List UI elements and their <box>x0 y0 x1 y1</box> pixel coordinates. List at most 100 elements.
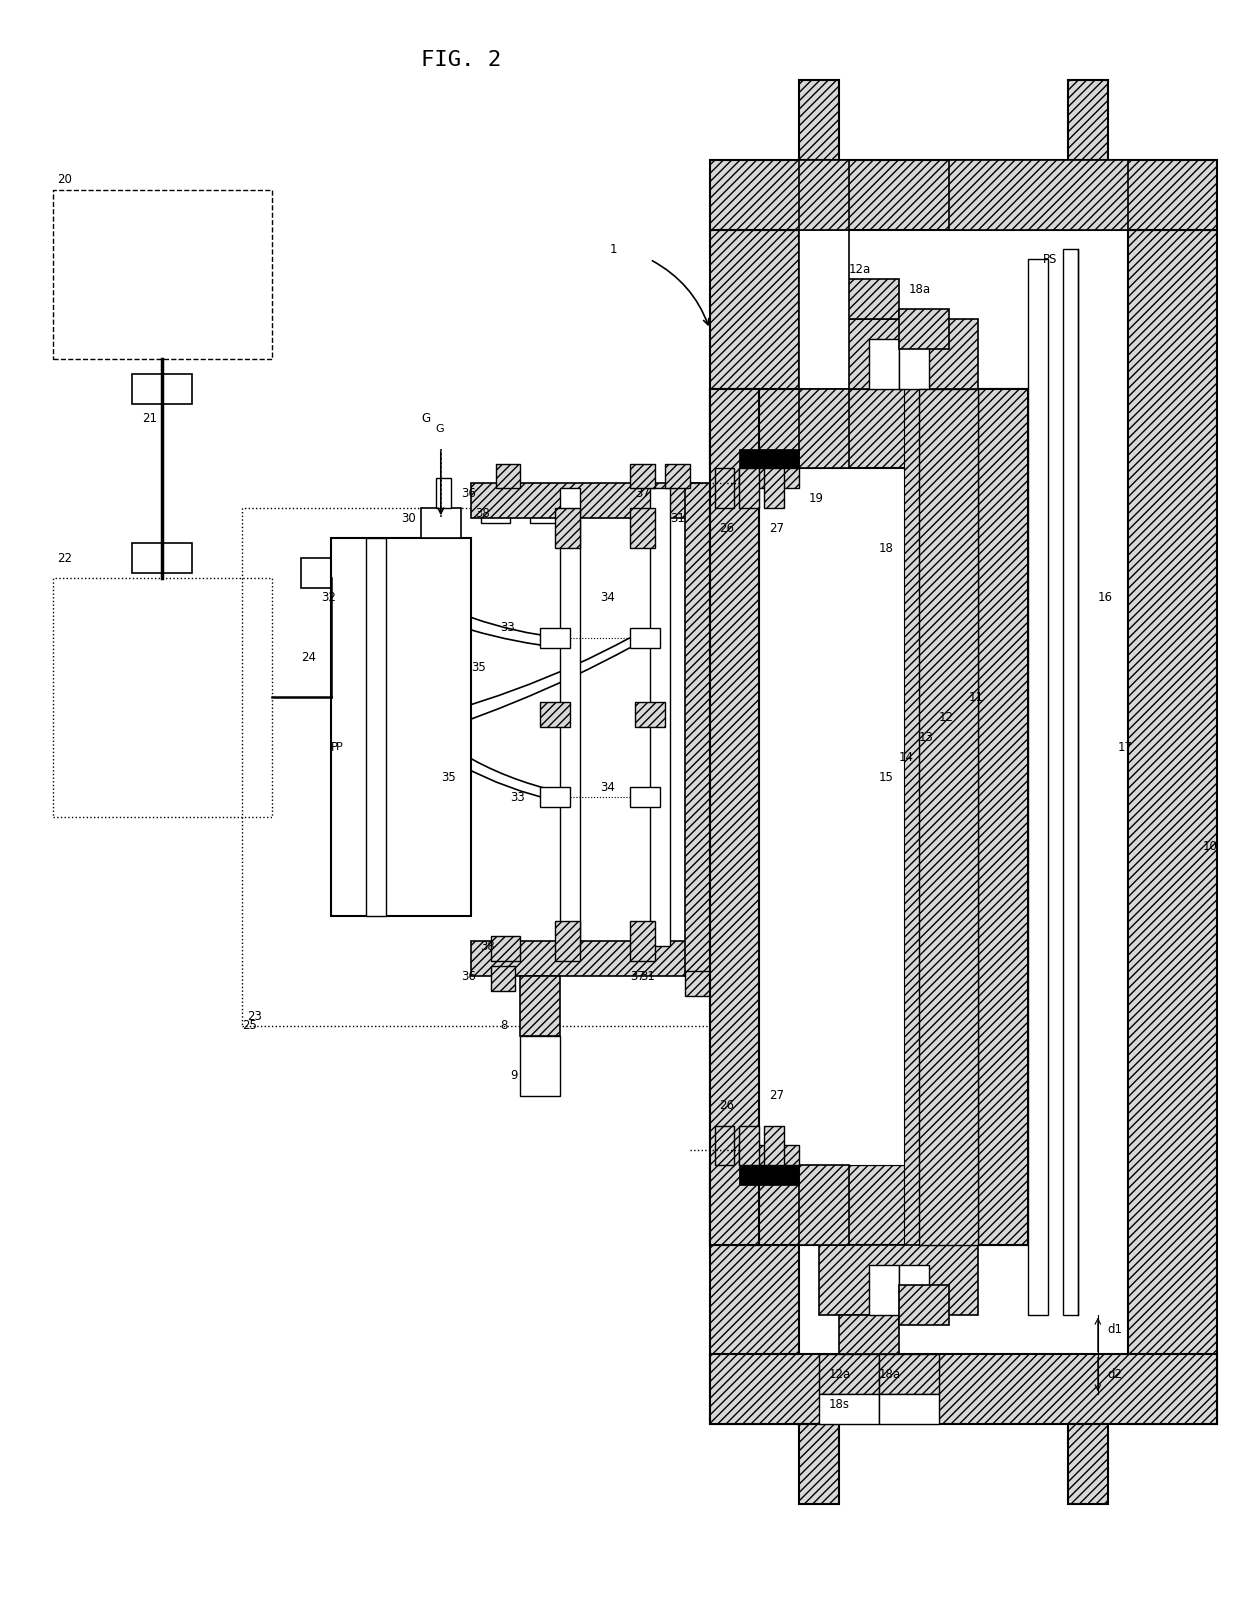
Text: 10: 10 <box>1203 840 1218 853</box>
Text: 15: 15 <box>879 771 894 784</box>
Bar <box>839 1314 899 1354</box>
Text: 20: 20 <box>57 174 72 187</box>
Text: d1: d1 <box>1107 1322 1122 1337</box>
Text: 16: 16 <box>1097 591 1112 604</box>
Bar <box>879 1354 939 1394</box>
Text: 19: 19 <box>810 492 825 505</box>
Text: 14: 14 <box>899 751 914 763</box>
Bar <box>963 388 978 1246</box>
Text: 8: 8 <box>501 1019 508 1033</box>
Bar <box>879 1394 939 1425</box>
Bar <box>739 1126 759 1166</box>
Bar <box>541 703 570 727</box>
Bar <box>709 1166 1028 1246</box>
Bar <box>481 498 511 524</box>
Bar <box>635 703 665 727</box>
Bar <box>800 80 839 160</box>
Bar <box>739 1145 769 1166</box>
Bar <box>471 941 699 976</box>
Text: 35: 35 <box>440 771 455 784</box>
Bar <box>301 557 361 588</box>
Bar <box>869 339 899 388</box>
Text: 36: 36 <box>461 487 476 500</box>
Bar <box>978 388 1028 1246</box>
Bar <box>820 1246 978 1314</box>
Text: 13: 13 <box>919 731 934 744</box>
Bar <box>491 936 521 961</box>
Bar <box>924 388 944 1246</box>
Text: 30: 30 <box>401 511 415 525</box>
Bar <box>556 508 580 548</box>
Bar <box>1127 230 1218 1425</box>
Bar <box>541 628 570 648</box>
Text: 21: 21 <box>143 412 157 425</box>
Text: 23: 23 <box>247 1009 262 1022</box>
Bar <box>521 1036 560 1096</box>
Text: 31: 31 <box>640 969 655 982</box>
Bar <box>665 463 689 489</box>
Bar <box>684 971 714 997</box>
Bar <box>521 976 560 1036</box>
Text: 18a: 18a <box>909 283 931 295</box>
Bar <box>800 1425 839 1504</box>
Bar <box>52 578 272 818</box>
Text: 26: 26 <box>719 1099 734 1112</box>
Bar <box>944 388 963 1246</box>
Bar <box>714 468 734 508</box>
Bar <box>739 1166 769 1185</box>
Bar <box>919 388 978 1246</box>
Bar <box>1028 259 1048 1314</box>
Bar <box>739 468 759 508</box>
Bar <box>650 489 670 947</box>
Bar <box>709 388 1028 468</box>
Text: 34: 34 <box>600 591 615 604</box>
Bar <box>242 508 709 1025</box>
Bar <box>764 1126 784 1166</box>
Text: 26: 26 <box>719 522 734 535</box>
Bar <box>133 374 192 404</box>
Bar <box>899 339 929 388</box>
Text: 37: 37 <box>635 487 650 500</box>
Bar <box>630 628 660 648</box>
Bar <box>709 230 800 1425</box>
Bar <box>714 1126 734 1166</box>
Bar <box>1063 249 1078 1314</box>
Bar <box>769 1166 800 1185</box>
Bar <box>556 921 580 961</box>
Text: 18s: 18s <box>830 1397 851 1410</box>
Bar <box>800 1166 849 1246</box>
Text: 11: 11 <box>968 692 983 704</box>
Bar <box>630 921 655 961</box>
Bar <box>52 190 272 359</box>
Bar <box>420 508 461 538</box>
Text: P: P <box>336 743 343 752</box>
Text: 12a: 12a <box>849 264 872 276</box>
Text: 33: 33 <box>511 791 526 803</box>
Text: 27: 27 <box>769 522 785 535</box>
Bar <box>759 468 978 1166</box>
Text: 22: 22 <box>57 551 72 565</box>
Bar <box>769 1145 800 1166</box>
Text: 37: 37 <box>630 969 645 982</box>
Bar <box>630 787 660 806</box>
Text: 34: 34 <box>600 781 615 794</box>
Text: 24: 24 <box>301 652 316 664</box>
Text: 9: 9 <box>511 1070 518 1083</box>
Bar <box>630 463 655 489</box>
Bar <box>541 787 570 806</box>
Bar <box>630 508 655 548</box>
Bar <box>709 160 1218 230</box>
Bar <box>764 468 784 508</box>
Text: d2: d2 <box>1107 1369 1122 1381</box>
Bar <box>769 449 800 468</box>
Text: 12a: 12a <box>830 1369 852 1381</box>
Bar <box>820 1394 879 1425</box>
Text: G: G <box>435 423 444 434</box>
Bar <box>709 1354 1218 1425</box>
Bar <box>839 279 899 319</box>
Bar <box>800 230 849 388</box>
Text: 33: 33 <box>501 621 516 634</box>
Text: 18a: 18a <box>879 1369 901 1381</box>
Text: 18: 18 <box>879 541 894 554</box>
Text: 1: 1 <box>610 243 618 256</box>
